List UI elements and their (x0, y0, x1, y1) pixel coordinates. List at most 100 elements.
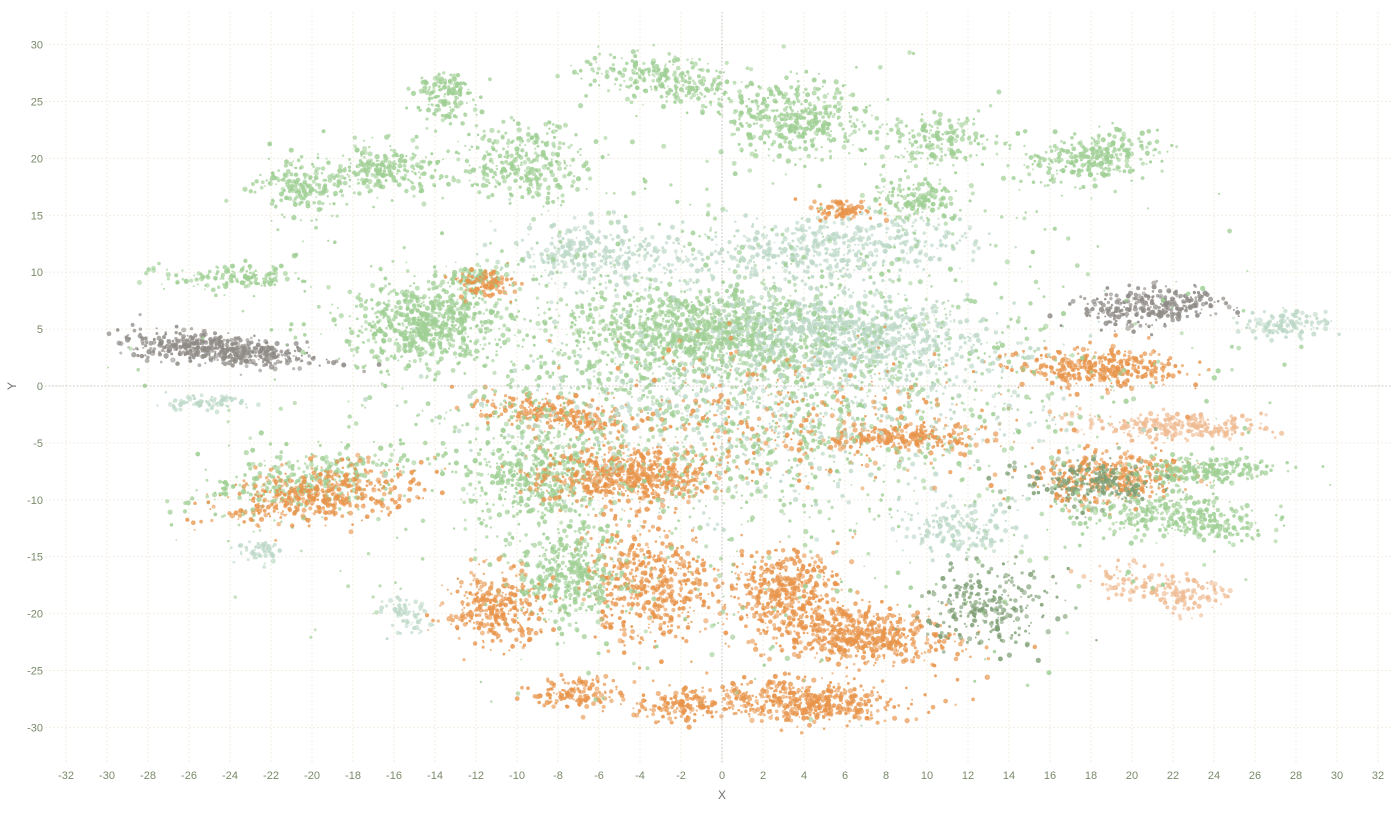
data-point (725, 79, 730, 84)
data-point (523, 160, 528, 165)
data-point (321, 202, 324, 205)
data-point (816, 113, 818, 115)
data-point (603, 136, 607, 140)
data-point (569, 165, 571, 167)
data-point (745, 85, 749, 89)
data-point (613, 56, 616, 59)
data-point (221, 356, 226, 361)
data-point (304, 280, 307, 283)
data-point (1119, 170, 1122, 173)
data-point (556, 161, 561, 166)
data-point (640, 72, 643, 75)
data-point (729, 303, 734, 308)
data-point (318, 183, 322, 187)
data-point (425, 362, 429, 366)
data-point (1040, 181, 1043, 184)
data-point (557, 197, 560, 200)
data-point (433, 76, 438, 81)
data-point (663, 72, 668, 77)
data-point (163, 288, 165, 290)
data-point (868, 104, 871, 107)
data-point (806, 154, 811, 159)
data-point (284, 163, 288, 167)
data-point (563, 123, 568, 128)
data-point (639, 319, 641, 321)
data-point (434, 113, 437, 116)
data-points (107, 44, 1341, 735)
data-point (364, 320, 368, 324)
data-point (908, 353, 910, 355)
data-point (593, 56, 598, 61)
data-point (932, 162, 934, 164)
data-point (938, 364, 940, 366)
data-point (798, 146, 801, 149)
data-point (446, 182, 451, 187)
data-point (688, 76, 692, 80)
data-point (456, 103, 461, 108)
data-point (598, 84, 600, 86)
data-point (599, 314, 601, 316)
data-point (592, 330, 596, 334)
data-point (410, 138, 415, 143)
data-point (438, 295, 442, 299)
data-point (439, 359, 442, 362)
data-point (492, 176, 495, 179)
data-point (403, 168, 407, 172)
data-point (420, 77, 423, 80)
data-point (410, 299, 414, 303)
data-point (858, 147, 862, 151)
data-point (524, 154, 527, 157)
data-point (1140, 131, 1145, 136)
data-point (803, 117, 806, 120)
data-point (589, 308, 592, 311)
data-point (268, 281, 273, 286)
data-point (434, 169, 437, 172)
data-point (837, 339, 839, 341)
data-point (510, 141, 513, 144)
data-point (300, 155, 304, 159)
data-point (541, 140, 544, 143)
data-point (305, 184, 307, 186)
data-point (240, 362, 242, 364)
data-point (749, 305, 753, 309)
data-point (578, 335, 581, 338)
data-point (1153, 154, 1155, 156)
data-point (1025, 153, 1028, 156)
data-point (708, 290, 711, 293)
data-point (779, 154, 782, 157)
data-point (623, 295, 625, 297)
data-point (383, 331, 385, 333)
data-point (740, 150, 743, 153)
data-point (672, 58, 677, 63)
data-point (383, 349, 386, 352)
data-point (932, 110, 936, 114)
data-point (756, 105, 759, 108)
data-point (818, 111, 822, 115)
data-point (363, 314, 368, 319)
data-point (629, 293, 632, 296)
data-point (268, 181, 273, 186)
data-point (411, 182, 414, 185)
data-point (488, 77, 492, 81)
data-point (381, 338, 386, 343)
data-point (137, 280, 142, 285)
data-point (419, 347, 424, 352)
data-point (484, 343, 487, 346)
data-point (672, 363, 674, 365)
data-point (655, 339, 657, 341)
data-point (695, 296, 699, 300)
data-point (676, 315, 680, 319)
data-point (832, 307, 835, 310)
data-point (840, 96, 844, 100)
data-point (393, 314, 397, 318)
data-point (230, 273, 233, 276)
data-point (441, 88, 444, 91)
data-point (634, 348, 639, 353)
data-point (704, 349, 706, 351)
data-point (509, 154, 514, 159)
data-point (245, 276, 250, 281)
data-point (914, 164, 918, 168)
data-point (156, 327, 158, 329)
data-point (756, 122, 758, 124)
data-point (725, 289, 729, 293)
